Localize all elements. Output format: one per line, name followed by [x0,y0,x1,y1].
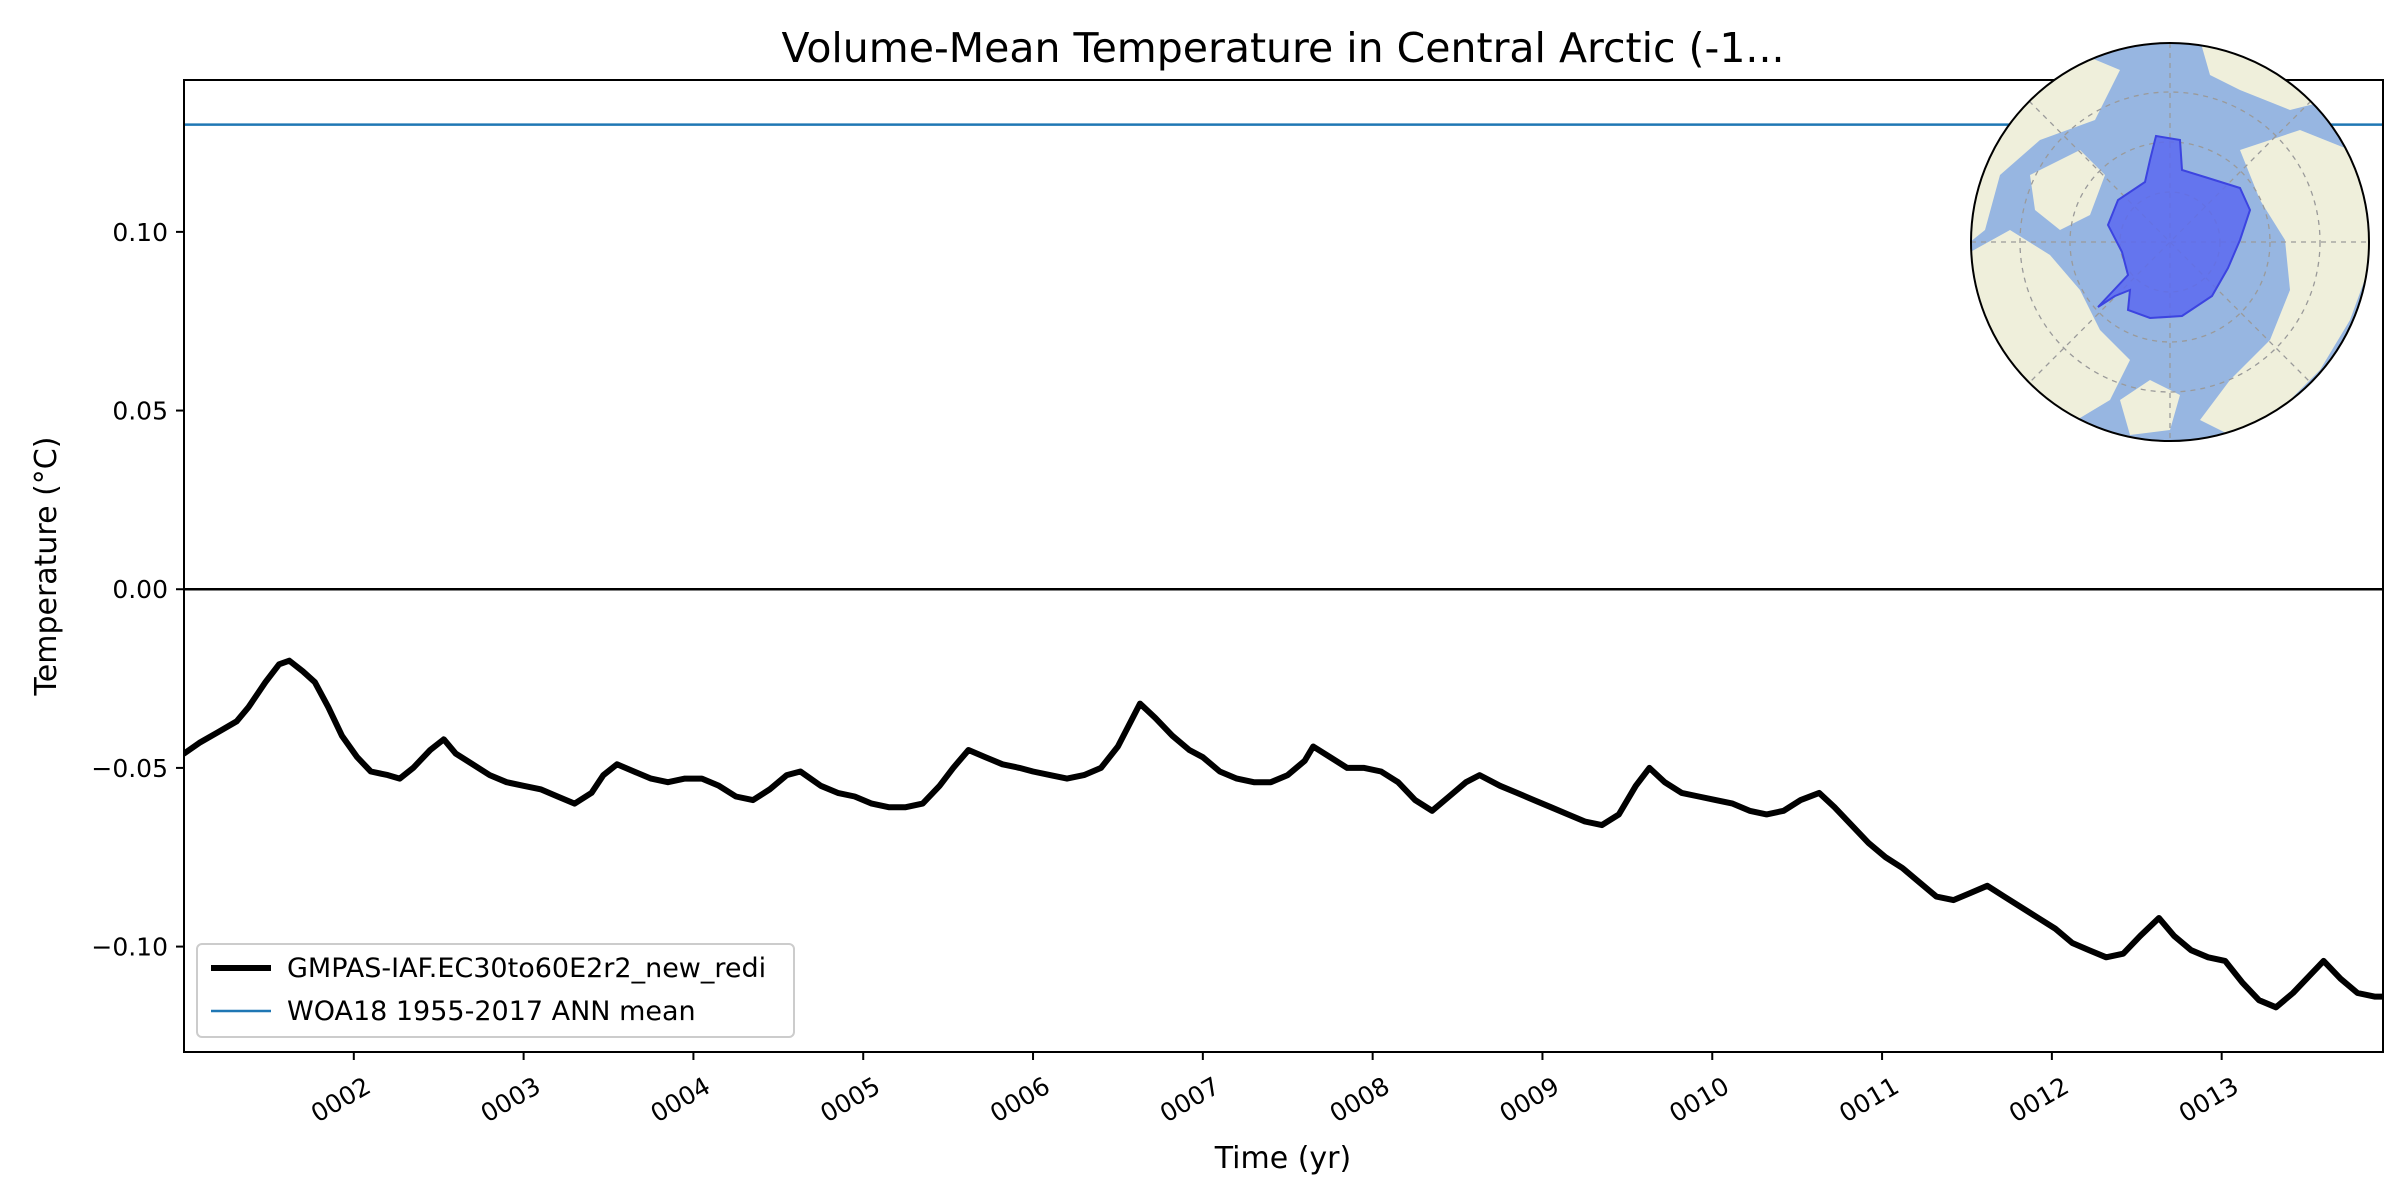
y-axis-ticks: −0.10 −0.05 0.00 0.05 0.10 [91,218,184,962]
x-tick-label: 0002 [306,1071,376,1128]
x-tick-label: 0008 [1325,1071,1395,1128]
y-tick-label: 0.00 [112,575,168,604]
x-tick-label: 0013 [2174,1071,2244,1128]
y-tick-label: −0.10 [91,933,168,962]
legend-box [196,943,795,1038]
x-axis-ticks: 0002 0003 0004 0005 0006 0007 0008 0009 0010 0011… [306,1052,2243,1128]
inset-map-border [1970,42,2370,442]
y-tick-label: 0.10 [112,218,168,247]
legend: GMPAS-IAF.EC30to60E2r2_new_redi WOA18 19… [196,943,795,1038]
y-tick-label: 0.05 [112,397,168,426]
y-axis-label: Temperature (°C) [29,437,64,697]
legend-label-reference: WOA18 1955-2017 ANN mean [287,996,696,1027]
region-inset-map [1970,42,2370,442]
x-tick-label: 0006 [985,1071,1055,1128]
x-tick-label: 0003 [476,1071,546,1128]
x-tick-label: 0010 [1664,1071,1734,1128]
x-axis-label: Time (yr) [1214,1141,1351,1176]
axes-frame [183,79,2384,1053]
x-tick-label: 0012 [2004,1071,2074,1128]
x-tick-label: 0009 [1495,1071,1565,1128]
y-tick-label: −0.05 [91,754,168,783]
model-series-line [184,657,2383,1011]
legend-label-model: GMPAS-IAF.EC30to60E2r2_new_redi [287,953,766,984]
x-tick-label: 0004 [646,1071,716,1128]
x-tick-label: 0011 [1834,1071,1904,1128]
chart-title: Volume-Mean Temperature in Central Arcti… [781,24,1784,72]
x-tick-label: 0007 [1155,1071,1225,1128]
inset-map-region [2097,134,2252,320]
x-tick-label: 0005 [815,1071,885,1128]
